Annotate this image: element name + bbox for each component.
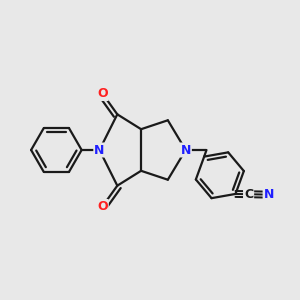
Text: O: O xyxy=(97,87,108,100)
Text: N: N xyxy=(94,143,105,157)
Text: N: N xyxy=(181,143,191,157)
Text: N: N xyxy=(264,188,274,201)
Text: C: C xyxy=(244,188,253,201)
Text: O: O xyxy=(97,200,108,213)
